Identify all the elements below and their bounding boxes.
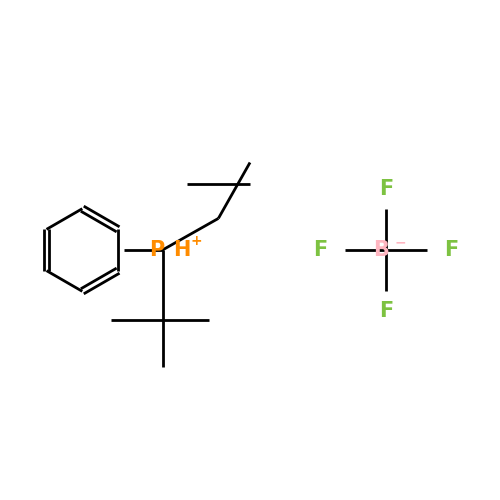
Text: F: F <box>379 301 393 321</box>
Text: −: − <box>395 235 406 249</box>
Text: F: F <box>379 179 393 199</box>
Text: P: P <box>149 240 164 260</box>
Text: F: F <box>444 240 459 260</box>
Text: F: F <box>314 240 328 260</box>
Text: H: H <box>173 240 190 260</box>
Text: B: B <box>374 240 389 260</box>
Text: +: + <box>190 234 202 248</box>
